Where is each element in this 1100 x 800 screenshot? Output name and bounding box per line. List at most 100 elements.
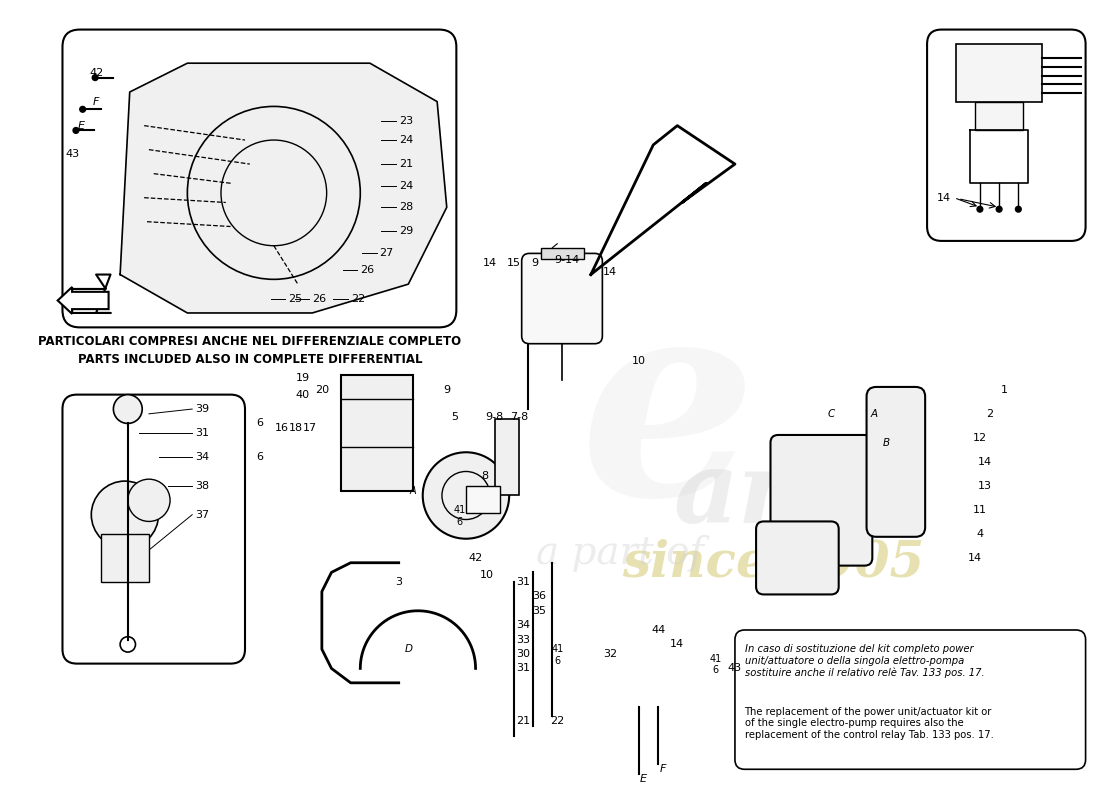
Circle shape [120,637,135,652]
Circle shape [422,452,509,538]
Text: 14: 14 [968,553,982,563]
Text: 26: 26 [361,265,374,274]
Text: 1: 1 [1000,385,1008,395]
Text: PARTICOLARI COMPRESI ANCHE NEL DIFFERENZIALE COMPLETO: PARTICOLARI COMPRESI ANCHE NEL DIFFERENZ… [39,335,461,348]
Text: 25: 25 [288,294,302,303]
Text: e: e [580,284,756,553]
Text: B: B [883,438,890,448]
Text: 14: 14 [483,258,497,268]
Text: 12: 12 [972,433,987,443]
Text: 32: 32 [603,649,617,659]
Circle shape [1015,206,1021,212]
Text: 4: 4 [977,529,983,539]
Text: F: F [92,97,99,106]
Text: 9: 9 [531,258,539,268]
Text: 6: 6 [554,656,560,666]
Text: 28: 28 [398,202,412,212]
Text: a part of: a part of [536,534,704,572]
Text: In caso di sostituzione del kit completo power
unit/attuatore o della singola el: In caso di sostituzione del kit completo… [745,644,984,678]
Text: E: E [640,774,647,784]
Text: 6: 6 [456,518,462,527]
Text: 38: 38 [195,481,209,491]
Text: 27: 27 [379,249,394,258]
Text: 22: 22 [550,716,564,726]
Text: 31: 31 [517,577,530,587]
Text: 10: 10 [480,570,494,580]
Text: 18: 18 [289,423,302,434]
Text: 8: 8 [482,471,488,482]
Text: 37: 37 [195,510,209,520]
Bar [956,44,1043,102]
Text: 10: 10 [631,356,646,366]
Text: 41: 41 [551,644,563,654]
Text: 16: 16 [275,423,288,434]
Text: C: C [827,409,835,419]
FancyBboxPatch shape [867,387,925,537]
Bar [495,418,519,495]
Text: since 1905: since 1905 [623,538,924,587]
Polygon shape [73,274,110,313]
Text: 40: 40 [296,390,310,400]
Text: 42: 42 [89,68,103,78]
Text: 31: 31 [517,663,530,674]
Circle shape [997,206,1002,212]
Text: 6: 6 [256,418,263,429]
Text: 14: 14 [937,193,952,202]
Text: 31: 31 [195,428,209,438]
Bar [466,486,499,513]
Text: 2: 2 [986,409,993,419]
Circle shape [92,74,98,81]
Text: 33: 33 [517,634,530,645]
FancyBboxPatch shape [770,435,872,566]
Text: D: D [405,644,412,654]
Text: 43: 43 [728,663,743,674]
Bar [341,375,414,490]
Text: 34: 34 [195,452,209,462]
Text: 26: 26 [312,294,327,303]
Text: 41: 41 [710,654,722,664]
Text: 41: 41 [453,505,465,515]
Bar [101,534,148,582]
Polygon shape [591,126,735,274]
Text: 29: 29 [398,226,412,236]
Polygon shape [120,63,447,313]
Text: 21: 21 [398,159,412,169]
Text: 17: 17 [304,423,318,434]
FancyBboxPatch shape [756,522,838,594]
Circle shape [80,106,86,112]
Text: 9: 9 [443,385,450,395]
FancyBboxPatch shape [521,254,603,344]
Text: 7-8: 7-8 [509,412,528,422]
Text: 35: 35 [532,606,546,616]
Text: 19: 19 [296,374,310,383]
Text: PARTS INCLUDED ALSO IN COMPLETE DIFFERENTIAL: PARTS INCLUDED ALSO IN COMPLETE DIFFEREN… [78,353,422,366]
Text: A: A [410,486,417,496]
Text: 42: 42 [469,553,483,563]
Text: 13: 13 [978,481,992,491]
Text: 20: 20 [315,385,329,395]
Text: ares: ares [674,447,911,544]
Circle shape [977,206,982,212]
Bar [541,248,584,259]
Text: 5: 5 [451,412,458,422]
Text: 39: 39 [195,404,209,414]
Text: 14: 14 [670,639,684,650]
Circle shape [113,394,142,423]
Circle shape [73,127,79,134]
Text: 9-14: 9-14 [554,255,580,265]
FancyArrow shape [57,287,109,314]
Bar [975,102,1023,130]
Text: 36: 36 [532,591,546,602]
Text: 9-8: 9-8 [486,412,504,422]
Text: E: E [78,121,85,130]
Text: 22: 22 [351,294,365,303]
Text: 15: 15 [507,258,521,268]
Text: The replacement of the power unit/actuator kit or
of the single electro-pump req: The replacement of the power unit/actuat… [745,707,993,740]
Text: 14: 14 [603,266,617,277]
Circle shape [91,481,158,548]
Text: 14: 14 [978,457,992,467]
Text: F: F [660,764,667,774]
Text: 6: 6 [256,452,263,462]
Text: 21: 21 [517,716,530,726]
Text: 43: 43 [65,150,79,159]
